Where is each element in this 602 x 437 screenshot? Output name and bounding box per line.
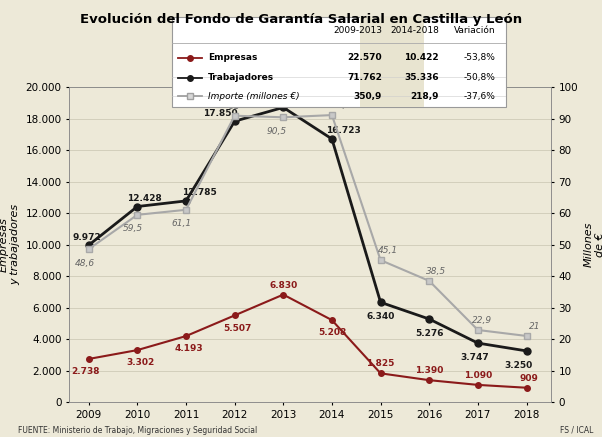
Bar (361, 17, 424, 107)
Text: 10.422: 10.422 (404, 53, 439, 62)
Text: Variación: Variación (454, 26, 495, 35)
Text: 5.276: 5.276 (415, 329, 444, 338)
Text: 91: 91 (229, 102, 240, 111)
Text: -53,8%: -53,8% (464, 53, 495, 62)
Text: 90,5: 90,5 (266, 127, 287, 136)
Text: 4.193: 4.193 (175, 344, 203, 354)
Text: Importe (millones €): Importe (millones €) (208, 92, 300, 101)
Text: 3.747: 3.747 (461, 353, 489, 362)
Text: FUENTE: Ministerio de Trabajo, Migraciones y Seguridad Social: FUENTE: Ministerio de Trabajo, Migracion… (18, 426, 257, 435)
FancyBboxPatch shape (172, 17, 506, 107)
Text: 16.723: 16.723 (326, 126, 361, 135)
Text: 17.850: 17.850 (203, 109, 238, 118)
Text: 61,1: 61,1 (172, 219, 192, 229)
Y-axis label: Millones
de €: Millones de € (584, 222, 602, 267)
Text: 1.390: 1.390 (415, 366, 444, 375)
Text: 1.090: 1.090 (464, 371, 492, 380)
Text: 6.340: 6.340 (367, 312, 395, 321)
Text: Evolución del Fondo de Garantía Salarial en Castilla y León: Evolución del Fondo de Garantía Salarial… (80, 13, 522, 26)
Text: -50,8%: -50,8% (464, 73, 495, 82)
Text: 5.208: 5.208 (318, 328, 346, 337)
Text: 48,6: 48,6 (75, 259, 95, 268)
Text: FS / ICAL: FS / ICAL (560, 426, 593, 435)
Text: 12.785: 12.785 (182, 188, 217, 198)
Text: Trabajadores: Trabajadores (208, 73, 275, 82)
Text: 2.738: 2.738 (72, 367, 100, 376)
Text: 22.570: 22.570 (347, 53, 382, 62)
Text: -37,6%: -37,6% (464, 92, 495, 101)
Text: 35.336: 35.336 (404, 73, 439, 82)
Text: 350,9: 350,9 (354, 92, 382, 101)
Text: 71.762: 71.762 (347, 73, 382, 82)
Text: 22,9: 22,9 (472, 316, 492, 325)
Text: 18.727: 18.727 (273, 95, 308, 104)
Text: 12.428: 12.428 (127, 194, 162, 203)
Text: 6.830: 6.830 (269, 281, 297, 290)
Text: 3.302: 3.302 (126, 358, 154, 368)
Text: 45,1: 45,1 (377, 246, 397, 255)
Text: Empresas: Empresas (208, 53, 258, 62)
Text: 3.250: 3.250 (504, 361, 532, 370)
Text: 218,9: 218,9 (411, 92, 439, 101)
Text: 9.972: 9.972 (73, 232, 102, 242)
Text: 21: 21 (529, 322, 541, 331)
Text: 59,5: 59,5 (123, 225, 143, 233)
Text: 2009-2013: 2009-2013 (333, 26, 382, 35)
Text: 38,5: 38,5 (426, 267, 446, 276)
Y-axis label: Empresas
y trabajadores: Empresas y trabajadores (0, 204, 20, 285)
Text: 5.507: 5.507 (223, 324, 252, 333)
Text: 2014-2018: 2014-2018 (390, 26, 439, 35)
Text: 91,2: 91,2 (332, 101, 352, 110)
Text: 1.825: 1.825 (367, 359, 395, 368)
Text: 909: 909 (520, 374, 539, 383)
